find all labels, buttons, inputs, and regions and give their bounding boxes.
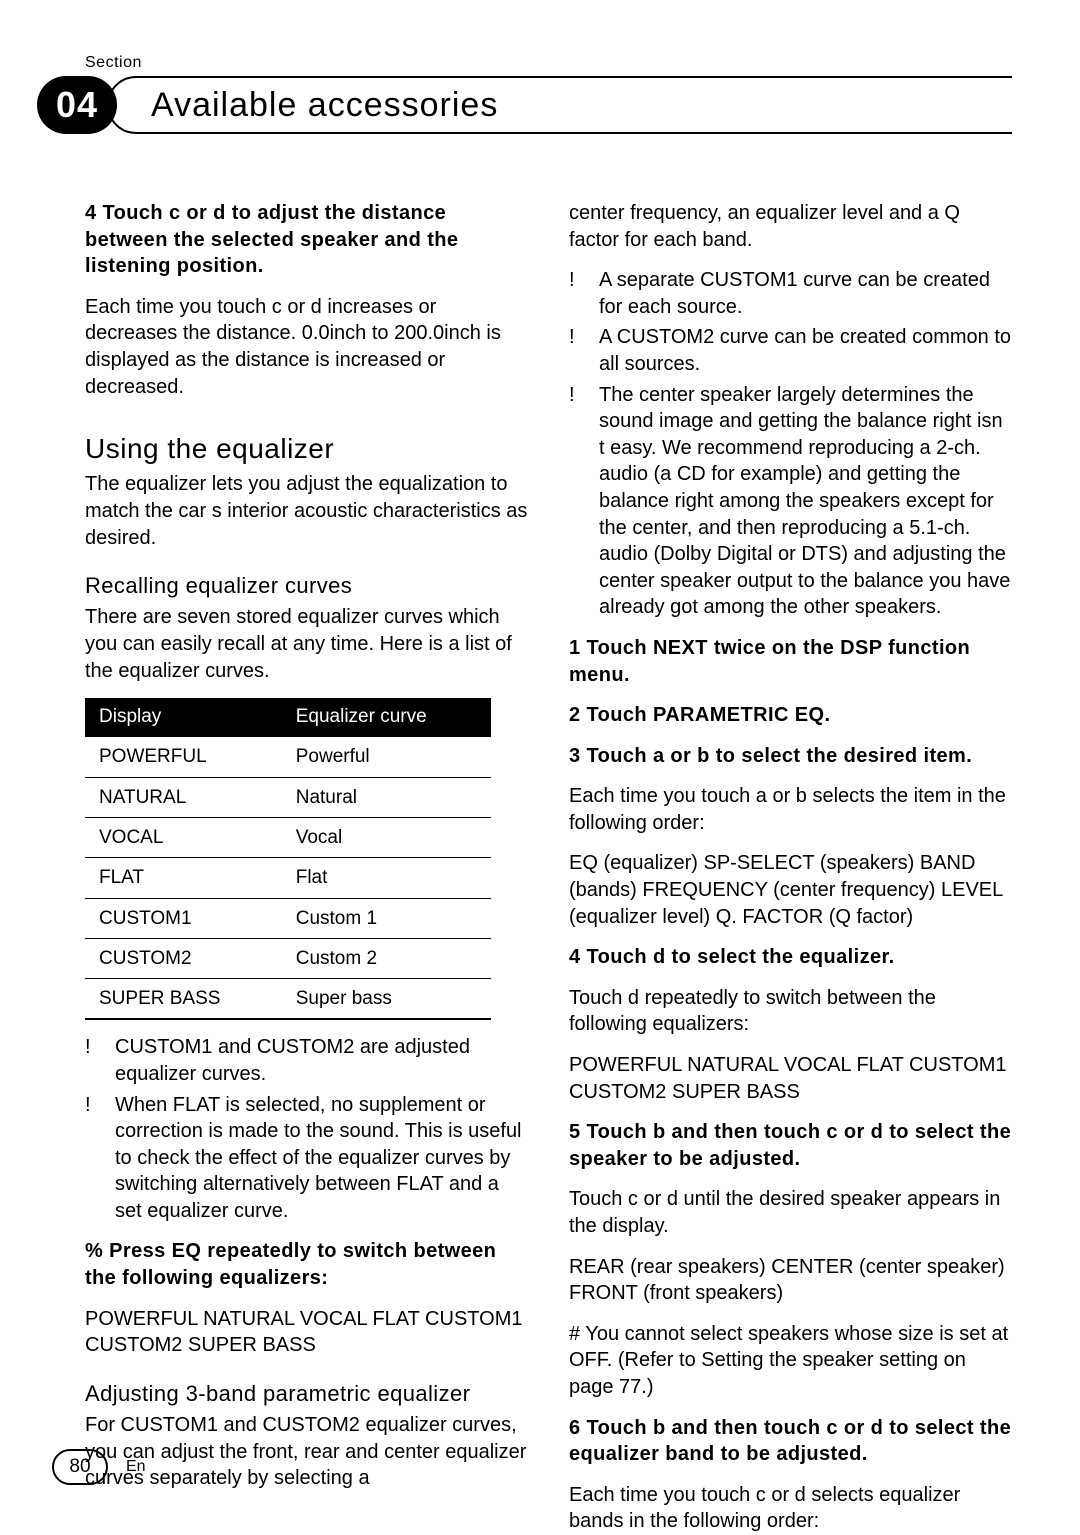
right-column: center frequency, an equalizer level and… <box>569 200 1013 1409</box>
using-equalizer-body: The equalizer lets you adjust the equali… <box>85 471 529 551</box>
step-5-body1: Touch c or d until the desired speaker a… <box>569 1186 1013 1239</box>
step-4-distance: 4 Touch c or d to adjust the distance be… <box>85 200 529 280</box>
title-capsule: Available accessories <box>107 76 1050 134</box>
table-row: VOCALVocal <box>85 818 491 858</box>
page-title: Available accessories <box>151 86 498 125</box>
custom-curve-notes: A separate CUSTOM1 curve can be created … <box>569 267 1013 621</box>
step-1: 1 Touch NEXT twice on the DSP function m… <box>569 635 1013 688</box>
list-item: A separate CUSTOM1 curve can be created … <box>569 267 1013 320</box>
table-row: POWERFULPowerful <box>85 737 491 777</box>
list-item: The center speaker largely determines th… <box>569 382 1013 621</box>
continuation-paragraph: center frequency, an equalizer level and… <box>569 200 1013 253</box>
curve-notes-list: CUSTOM1 and CUSTOM2 are adjusted equaliz… <box>85 1034 529 1224</box>
left-column: 4 Touch c or d to adjust the distance be… <box>85 200 529 1409</box>
page-footer: 80 En <box>52 1449 146 1485</box>
language-label: En <box>126 1458 146 1476</box>
step-2: 2 Touch PARAMETRIC EQ. <box>569 702 1013 729</box>
step-5-body2: REAR (rear speakers) CENTER (center spea… <box>569 1254 1013 1307</box>
table-header-row: Display Equalizer curve <box>85 698 491 737</box>
press-eq-step: % Press EQ repeatedly to switch between … <box>85 1238 529 1291</box>
step-6: 6 Touch b and then touch c or d to selec… <box>569 1415 1013 1468</box>
list-item: CUSTOM1 and CUSTOM2 are adjusted equaliz… <box>85 1034 529 1087</box>
step-4: 4 Touch d to select the equalizer. <box>569 944 1013 971</box>
step-4-body2: POWERFUL NATURAL VOCAL FLAT CUSTOM1 CUST… <box>569 1052 1013 1105</box>
section-number-badge: 04 <box>37 76 117 134</box>
step-6-body: Each time you touch c or d selects equal… <box>569 1482 1013 1535</box>
section-label: Section <box>85 54 142 72</box>
adjust-3band-heading: Adjusting 3-band parametric equalizer <box>85 1379 529 1408</box>
adjust-3band-body: For CUSTOM1 and CUSTOM2 equalizer curves… <box>85 1412 529 1492</box>
col-display: Display <box>85 698 282 737</box>
table-row: FLATFlat <box>85 858 491 898</box>
recalling-curves-body: There are seven stored equalizer curves … <box>85 604 529 684</box>
using-equalizer-heading: Using the equalizer <box>85 430 529 467</box>
equalizer-curves-table: Display Equalizer curve POWERFULPowerful… <box>85 698 491 1020</box>
recalling-curves-heading: Recalling equalizer curves <box>85 571 529 600</box>
table-row: CUSTOM2Custom 2 <box>85 938 491 978</box>
list-item: A CUSTOM2 curve can be created common to… <box>569 324 1013 377</box>
step-3-body2: EQ (equalizer) SP-SELECT (speakers) BAND… <box>569 850 1013 930</box>
table-row: SUPER BASSSuper bass <box>85 979 491 1020</box>
page-header: 04 Available accessories <box>37 76 1050 136</box>
press-eq-list: POWERFUL NATURAL VOCAL FLAT CUSTOM1 CUST… <box>85 1306 529 1359</box>
step-5-note: # You cannot select speakers whose size … <box>569 1321 1013 1401</box>
step-5: 5 Touch b and then touch c or d to selec… <box>569 1119 1013 1172</box>
step-3-body1: Each time you touch a or b selects the i… <box>569 783 1013 836</box>
col-curve: Equalizer curve <box>282 698 491 737</box>
table-row: CUSTOM1Custom 1 <box>85 898 491 938</box>
list-item: When FLAT is selected, no supplement or … <box>85 1092 529 1225</box>
table-row: NATURALNatural <box>85 777 491 817</box>
manual-page: Section 04 Available accessories 4 Touch… <box>0 0 1080 1529</box>
page-number-ring: 80 <box>52 1449 108 1485</box>
step-4-body1: Touch d repeatedly to switch between the… <box>569 985 1013 1038</box>
step-3: 3 Touch a or b to select the desired ite… <box>569 743 1013 770</box>
step-4-body: Each time you touch c or d increases or … <box>85 294 529 400</box>
content-columns: 4 Touch c or d to adjust the distance be… <box>85 200 1018 1409</box>
